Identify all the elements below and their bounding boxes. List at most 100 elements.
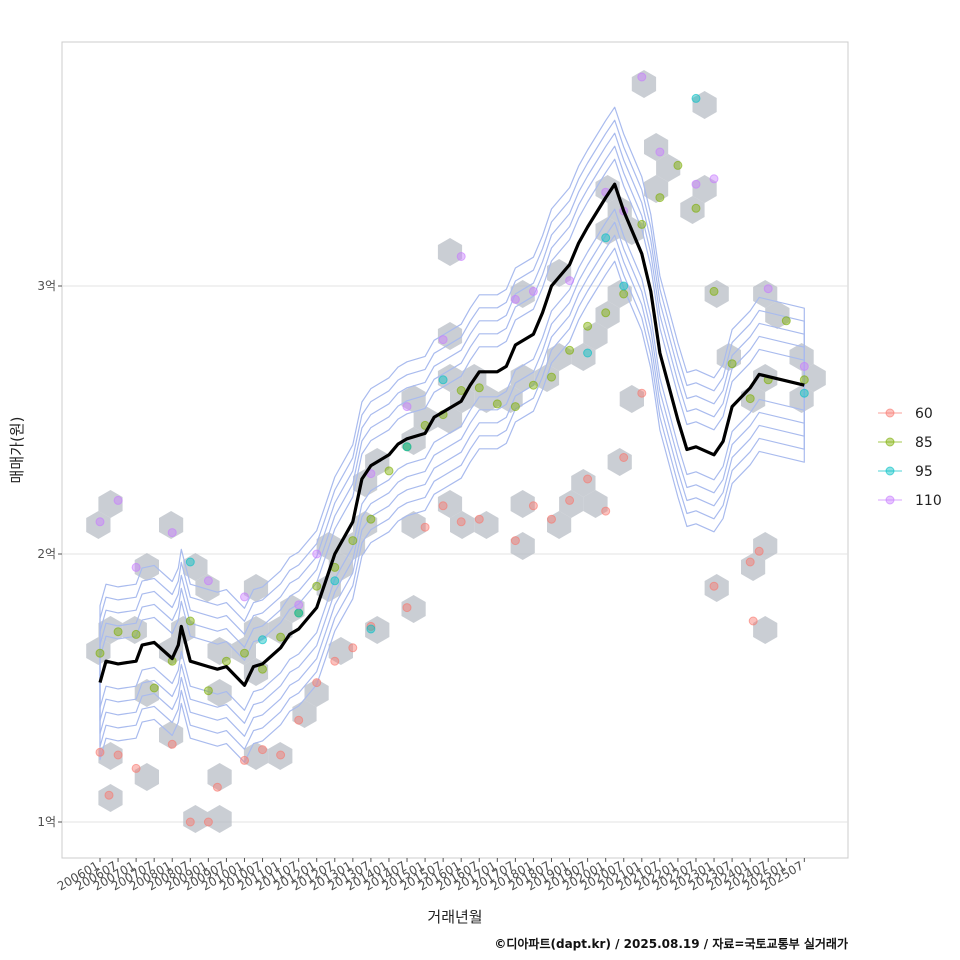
hexbin-cell — [437, 238, 463, 266]
data-point-110 — [95, 517, 105, 527]
hexbin-cell — [644, 175, 669, 203]
data-point-95 — [366, 624, 376, 634]
data-point-110 — [691, 179, 701, 189]
data-point-85 — [113, 627, 123, 637]
data-point-60 — [276, 750, 286, 760]
hexbin-cell — [437, 490, 463, 518]
data-point-60 — [203, 817, 213, 827]
data-point-85 — [619, 289, 629, 299]
hexbin-cell — [753, 616, 778, 644]
data-point-60 — [185, 817, 195, 827]
data-point-60 — [583, 474, 593, 484]
data-point-95 — [691, 93, 701, 103]
data-point-60 — [212, 782, 222, 792]
hexbin-cell — [159, 511, 184, 539]
data-point-85 — [655, 193, 665, 203]
hexbin-cell — [583, 322, 608, 350]
legend-label: 60 — [915, 406, 933, 422]
hexbin-cell — [207, 805, 232, 833]
data-point-60 — [113, 750, 123, 760]
y-tick-label: 2억 — [37, 547, 56, 561]
hexbin-cell — [692, 175, 717, 203]
data-point-110 — [565, 276, 575, 286]
data-point-95 — [438, 375, 448, 385]
density-contours — [99, 106, 805, 763]
hexbin-cell — [644, 133, 669, 161]
caption: ©디아파트(dapt.kr) / 2025.08.19 / 자료=국토교통부 실… — [494, 936, 848, 951]
data-point-85 — [131, 629, 141, 639]
data-point-85 — [799, 375, 809, 385]
data-point-85 — [565, 345, 575, 355]
hexbin-cell — [195, 574, 220, 602]
data-point-60 — [565, 495, 575, 505]
data-point-60 — [167, 739, 177, 749]
data-point-60 — [312, 678, 322, 688]
data-point-60 — [104, 790, 114, 800]
data-point-85 — [673, 160, 683, 170]
data-point-60 — [438, 501, 448, 511]
hexbin-cell — [134, 763, 159, 791]
data-point-85 — [384, 466, 394, 476]
hexbin-cell — [510, 532, 535, 560]
data-point-85 — [185, 616, 195, 626]
data-point-110 — [203, 576, 213, 586]
data-point-85 — [601, 308, 611, 318]
data-point-95 — [402, 442, 412, 452]
data-point-85 — [240, 648, 249, 658]
data-point-60 — [601, 506, 611, 516]
hexbin-cell — [510, 280, 535, 308]
data-point-110 — [167, 528, 177, 538]
data-point-110 — [799, 361, 809, 371]
data-point-110 — [528, 286, 538, 296]
hexbin-cell — [571, 469, 596, 497]
legend-label: 85 — [915, 435, 933, 451]
scatter-points — [95, 72, 809, 827]
data-point-110 — [438, 335, 448, 345]
y-axis-title: 매매가(원) — [8, 417, 26, 484]
data-point-60 — [510, 536, 520, 546]
hexbin-cell — [98, 616, 123, 644]
hexbin-cell — [437, 322, 463, 350]
data-point-60 — [330, 656, 340, 666]
trend-line-layer — [98, 182, 805, 687]
data-point-110 — [312, 549, 322, 559]
data-point-60 — [637, 388, 647, 398]
data-point-95 — [619, 281, 629, 291]
hexbin-cell — [692, 91, 717, 119]
data-point-60 — [547, 514, 556, 524]
hexbin-cell — [231, 637, 256, 665]
data-point-110 — [655, 147, 665, 157]
data-point-95 — [258, 635, 267, 645]
data-point-95 — [583, 348, 593, 358]
hexbin-cell — [401, 595, 426, 623]
x-axis-title: 거래년월 — [427, 908, 482, 926]
hexbin-cell — [571, 343, 596, 371]
legend-key-point — [885, 437, 895, 447]
data-point-60 — [420, 522, 430, 532]
legend-label: 95 — [915, 464, 933, 480]
data-point-60 — [754, 546, 764, 556]
hexbin-cell — [437, 364, 463, 392]
data-point-85 — [727, 359, 737, 369]
hexbin-cell — [413, 406, 438, 434]
hexbin-cell — [753, 532, 778, 560]
y-tick-label: 1억 — [37, 815, 56, 829]
data-point-95 — [601, 233, 611, 243]
data-point-60 — [619, 453, 629, 462]
data-point-85 — [583, 321, 593, 331]
hexbin-cell — [183, 553, 208, 581]
data-point-60 — [748, 616, 758, 626]
legend: 60 85 95 110 — [878, 406, 942, 509]
data-point-85 — [709, 286, 719, 296]
density-contour — [99, 106, 805, 763]
data-point-60 — [402, 603, 412, 613]
hexbin-cell — [328, 637, 353, 665]
trend-line — [98, 182, 805, 687]
legend-label: 110 — [915, 493, 942, 509]
data-point-110 — [637, 72, 647, 82]
data-point-110 — [294, 600, 304, 610]
hexbin-cell — [207, 763, 232, 791]
data-point-85 — [745, 394, 755, 404]
hexbin-cell — [789, 385, 814, 413]
